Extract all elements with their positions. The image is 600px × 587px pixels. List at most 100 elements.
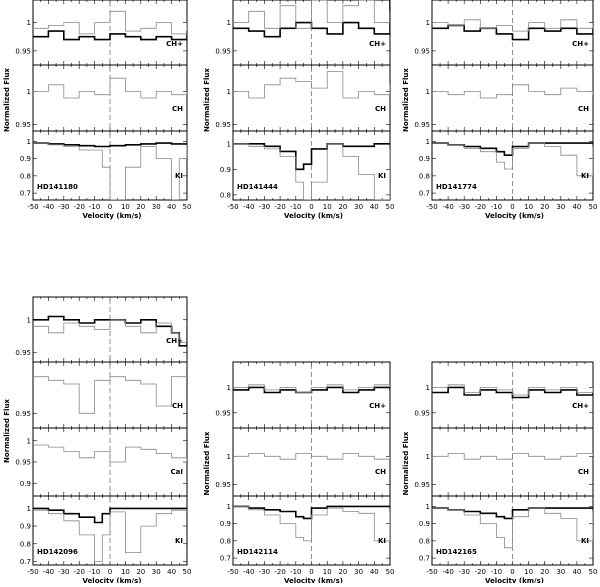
y-tick-label: 1 bbox=[27, 88, 31, 96]
y-tick-label: 0.95 bbox=[215, 481, 231, 489]
x-tick-label: 10 bbox=[121, 568, 130, 576]
spectrum-primary bbox=[233, 143, 390, 171]
spectrum-comparison bbox=[432, 142, 593, 177]
y-tick-label: 0.9 bbox=[220, 166, 231, 174]
x-tick-label: -30 bbox=[458, 568, 469, 576]
y-tick-label: 0.7 bbox=[419, 555, 430, 563]
x-tick-label: 50 bbox=[183, 568, 192, 576]
spectrum-comparison bbox=[33, 444, 187, 463]
x-tick-label: -20 bbox=[274, 568, 285, 576]
spectrum-comparison bbox=[432, 453, 593, 460]
x-tick-label: -30 bbox=[458, 203, 469, 211]
star-name: HD141774 bbox=[436, 183, 477, 191]
y-axis-label: Normalized Flux bbox=[3, 399, 11, 463]
star-name: HD142096 bbox=[37, 548, 78, 556]
ion-label: CH bbox=[578, 468, 589, 476]
x-axis-label: Velocity (km/s) bbox=[284, 212, 343, 220]
ion-label: CH+ bbox=[572, 402, 589, 410]
y-axis-label: Normalized Flux bbox=[3, 68, 11, 132]
x-tick-label: -50 bbox=[227, 568, 238, 576]
x-tick-label: 20 bbox=[136, 203, 145, 211]
ion-label: CaI bbox=[171, 468, 183, 476]
ion-label: CH bbox=[578, 105, 589, 113]
y-tick-label: 0.95 bbox=[15, 121, 31, 129]
y-tick-label: 0.95 bbox=[15, 459, 31, 467]
x-tick-label: -40 bbox=[243, 203, 254, 211]
y-tick-label: 1 bbox=[27, 19, 31, 27]
spectrum-comparison bbox=[33, 319, 187, 343]
x-tick-label: 0 bbox=[309, 568, 313, 576]
y-tick-label: 1 bbox=[227, 453, 231, 461]
x-tick-label: -20 bbox=[73, 568, 84, 576]
x-tick-label: -20 bbox=[73, 203, 84, 211]
y-tick-label: 0.95 bbox=[414, 481, 430, 489]
x-tick-label: 40 bbox=[572, 203, 581, 211]
y-tick-label: 0.95 bbox=[215, 47, 231, 55]
x-tick-label: -10 bbox=[491, 568, 502, 576]
y-tick-label: 0.7 bbox=[20, 558, 31, 566]
y-tick-label: 1 bbox=[227, 140, 231, 148]
ion-label: CH bbox=[375, 468, 386, 476]
star-name: HD141180 bbox=[37, 183, 78, 191]
y-tick-label: 0.95 bbox=[215, 121, 231, 129]
x-tick-label: 30 bbox=[556, 568, 565, 576]
y-tick-label: 1 bbox=[227, 19, 231, 27]
y-tick-label: 0.8 bbox=[20, 172, 31, 180]
x-tick-label: 50 bbox=[386, 203, 395, 211]
x-axis-label: Velocity (km/s) bbox=[485, 577, 544, 583]
y-tick-label: 0.95 bbox=[15, 349, 31, 357]
spectrum-primary bbox=[33, 507, 187, 524]
spectrum-primary bbox=[33, 142, 187, 148]
x-tick-label: 30 bbox=[152, 568, 161, 576]
ion-label: CH bbox=[172, 402, 183, 410]
y-tick-label: 0.7 bbox=[20, 190, 31, 198]
y-tick-label: 0.9 bbox=[20, 523, 31, 531]
x-axis-label: Velocity (km/s) bbox=[284, 577, 343, 583]
x-tick-label: 30 bbox=[556, 203, 565, 211]
x-tick-label: -30 bbox=[259, 203, 270, 211]
x-tick-label: 10 bbox=[524, 203, 533, 211]
x-tick-label: 40 bbox=[370, 568, 379, 576]
x-tick-label: 30 bbox=[354, 203, 363, 211]
y-tick-label: 0.95 bbox=[215, 409, 231, 417]
x-tick-label: 0 bbox=[309, 203, 313, 211]
x-tick-label: 10 bbox=[121, 203, 130, 211]
y-tick-label: 0.95 bbox=[414, 121, 430, 129]
y-tick-label: 1 bbox=[426, 88, 430, 96]
x-tick-label: -10 bbox=[89, 203, 100, 211]
y-tick-label: 1 bbox=[27, 316, 31, 324]
x-tick-label: 30 bbox=[152, 203, 161, 211]
y-tick-label: 0.95 bbox=[15, 410, 31, 418]
x-tick-label: -30 bbox=[58, 203, 69, 211]
ion-label: CH+ bbox=[369, 40, 386, 48]
x-tick-label: 50 bbox=[589, 568, 598, 576]
spectrum-comparison bbox=[33, 376, 187, 414]
spectrum-primary bbox=[432, 24, 593, 41]
panel-frame bbox=[32, 64, 188, 132]
ion-label: CH+ bbox=[166, 337, 183, 345]
x-tick-label: 0 bbox=[510, 568, 514, 576]
y-tick-label: 1 bbox=[27, 138, 31, 146]
ion-label: KI bbox=[581, 537, 589, 545]
x-tick-label: 10 bbox=[323, 568, 332, 576]
x-axis-label: Velocity (km/s) bbox=[83, 577, 142, 583]
panel-frame bbox=[32, 0, 188, 66]
x-tick-label: -20 bbox=[274, 203, 285, 211]
spectrum-primary bbox=[33, 30, 187, 41]
spectrum-comparison bbox=[233, 0, 390, 29]
y-tick-label: 0.8 bbox=[419, 537, 430, 545]
spectrum-comparison bbox=[233, 506, 390, 542]
y-axis-label: Normalized Flux bbox=[203, 68, 211, 132]
y-tick-label: 1 bbox=[426, 453, 430, 461]
panel-frame bbox=[32, 361, 188, 429]
ion-label: KI bbox=[378, 537, 386, 545]
panel-frame bbox=[232, 361, 391, 429]
x-tick-label: -50 bbox=[27, 203, 38, 211]
x-tick-label: -20 bbox=[475, 568, 486, 576]
panel-frame bbox=[431, 64, 594, 132]
y-tick-label: 0.9 bbox=[419, 520, 430, 528]
x-tick-label: -40 bbox=[442, 568, 453, 576]
x-tick-label: -40 bbox=[43, 568, 54, 576]
y-tick-label: 1 bbox=[27, 505, 31, 513]
